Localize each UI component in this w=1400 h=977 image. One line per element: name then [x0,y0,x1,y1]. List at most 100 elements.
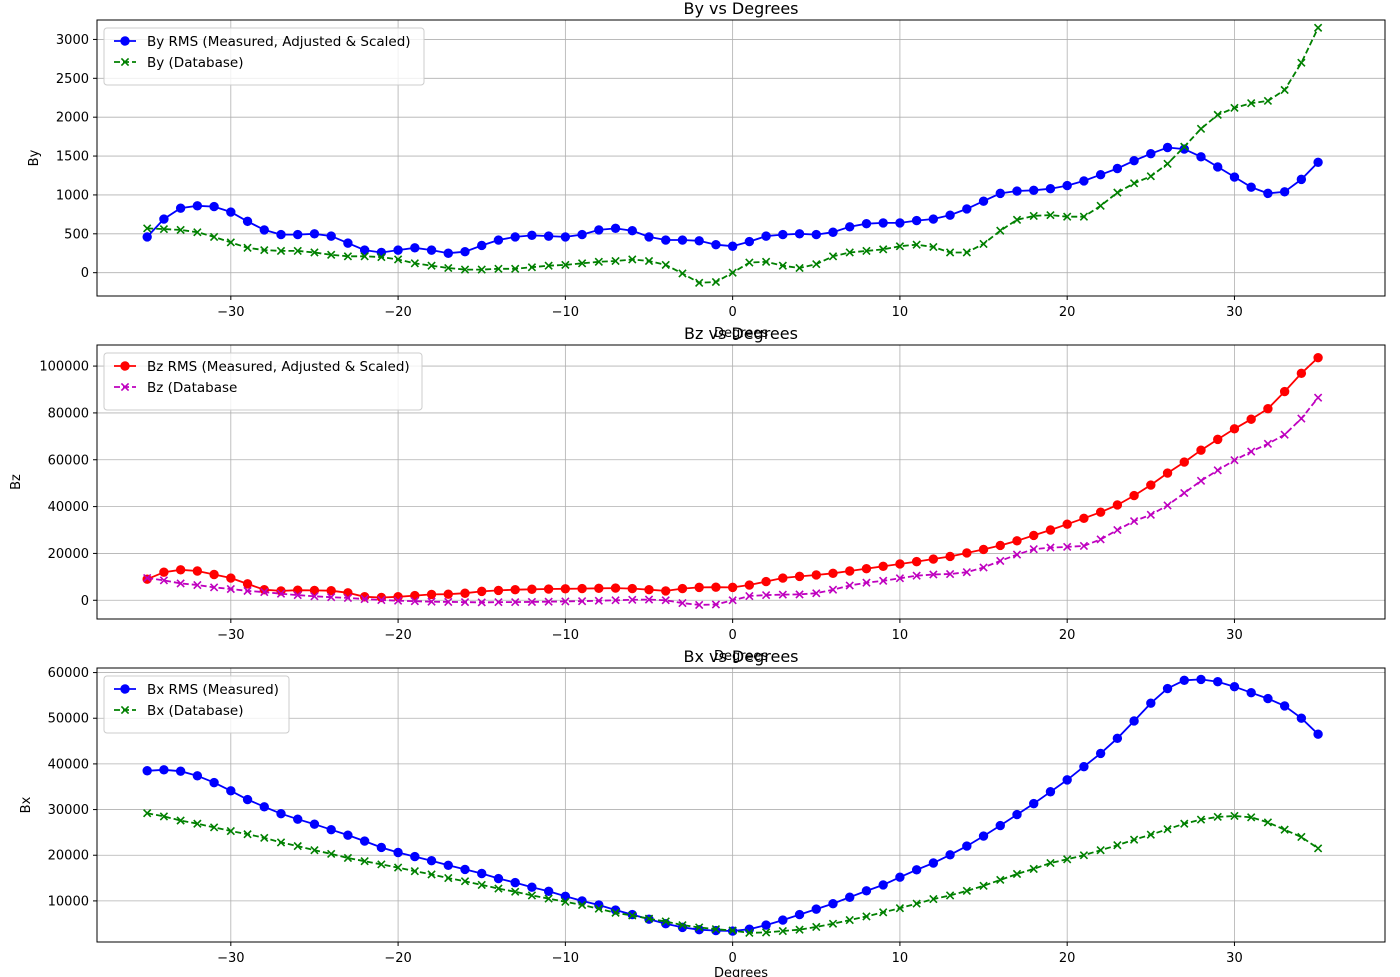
bz-data-point [1079,513,1089,523]
by-data-point [778,229,788,240]
bz-data-point [945,551,955,562]
bz-data-point [242,579,253,589]
bz-data-point [410,590,420,601]
bx-data-point [1179,675,1189,686]
bz-data-point [327,593,336,602]
bz-data-point [1263,439,1273,448]
bx-data-point [1263,818,1273,827]
bz-data-point [209,569,219,580]
bz-data-point [544,597,553,606]
by-data-point [795,263,804,273]
by-data-point [879,245,888,254]
by-data-point [744,236,755,247]
bx-x-tick-label: 10 [892,951,909,966]
by-data-point [594,257,603,266]
by-data-point [928,214,939,224]
bz-data-point [778,590,787,599]
bz-data-point [193,580,202,590]
by-y-tick-label: 2500 [56,72,89,87]
by-y-axis-label: By [27,149,42,166]
bz-y-tick-label: 20000 [48,547,89,562]
bz-data-point [711,582,721,592]
bx-data-point [945,850,955,860]
bz-data-point [1213,434,1223,445]
bz-data-point [895,559,905,569]
bz-data-point [928,554,939,564]
bx-data-point [929,894,938,904]
bx-data-point [226,826,235,836]
by-data-point [527,263,537,272]
bx-data-point [911,865,922,875]
by-data-point [393,245,403,255]
bz-data-point [911,556,922,567]
bx-data-point [1213,677,1223,687]
bz-x-axis-label: Degrees [714,649,768,664]
bz-data-point [260,587,269,597]
by-data-point [1129,156,1139,166]
bz-y-tick-label: 0 [81,594,89,609]
bx-data-point [175,766,186,776]
bz-panel: −30 −20 −10 0 10 20 30 0 20000 40000 60000 80000 100… [9,324,1386,664]
bx-data-point [962,886,971,896]
bx-data-point [828,919,838,928]
bx-x-tick-label: −20 [384,951,411,966]
bz-data-point [1046,543,1055,552]
by-data-point [1112,163,1123,174]
bx-data-point [242,794,253,805]
by-data-point [1313,23,1323,32]
by-series-2 [143,23,1323,287]
bx-data-point [309,819,320,829]
bx-data-point [543,886,554,897]
bz-data-point [1313,393,1323,402]
bx-data-point [460,864,470,875]
bx-x-tick-label: −30 [217,951,244,966]
by-data-point [493,235,504,245]
bx-series-2 [143,809,1323,938]
bx-data-point [778,926,787,936]
bx-data-point [410,851,420,862]
bz-data-point [879,576,888,585]
by-data-point [979,239,988,249]
bz-data-point [778,573,788,583]
bx-data-point [745,928,754,938]
bx-data-point [979,881,988,890]
bx-data-point [209,823,219,832]
bz-data-point [610,583,621,593]
bx-data-point [1313,729,1323,739]
bz-data-point [460,588,470,598]
by-data-point [611,256,620,266]
bz-data-point [677,583,688,594]
bz-data-point [1263,403,1273,414]
bx-data-point [443,860,453,870]
by-data-point [142,232,152,242]
bx-data-point [812,922,821,932]
by-data-point [1280,85,1289,95]
by-y-tick-label: 500 [64,227,89,242]
bz-data-point [611,596,620,605]
bx-data-point [661,917,670,926]
bz-data-point [1146,480,1156,490]
by-data-point [1179,144,1189,154]
bz-data-point [761,590,771,600]
bz-data-point [1247,447,1256,456]
by-legend-box [103,27,425,86]
bz-data-point [444,597,453,607]
by-data-point [761,257,771,266]
bz-data-point [845,581,854,590]
by-panel: −30 −20 −10 0 10 20 30 0 500 1000 1500 2000 2500 3000… [27,0,1386,341]
bz-series-2 [143,393,1323,610]
bz-y-axis-label: Bz [9,474,24,490]
bz-data-point [443,589,453,599]
by-data-point [209,201,219,212]
bz-data-point [1063,542,1072,552]
bx-x-tick-label: 20 [1059,951,1076,966]
by-data-point [644,256,654,266]
bx-data-point [1046,858,1055,868]
bx-data-point [928,858,939,868]
bx-data-point [243,830,252,839]
bx-data-point [1062,775,1072,785]
by-y-tick-label: 0 [81,266,89,281]
bz-x-tick-label: 0 [728,628,736,643]
by-data-point [911,215,922,226]
bz-data-point [727,582,738,593]
